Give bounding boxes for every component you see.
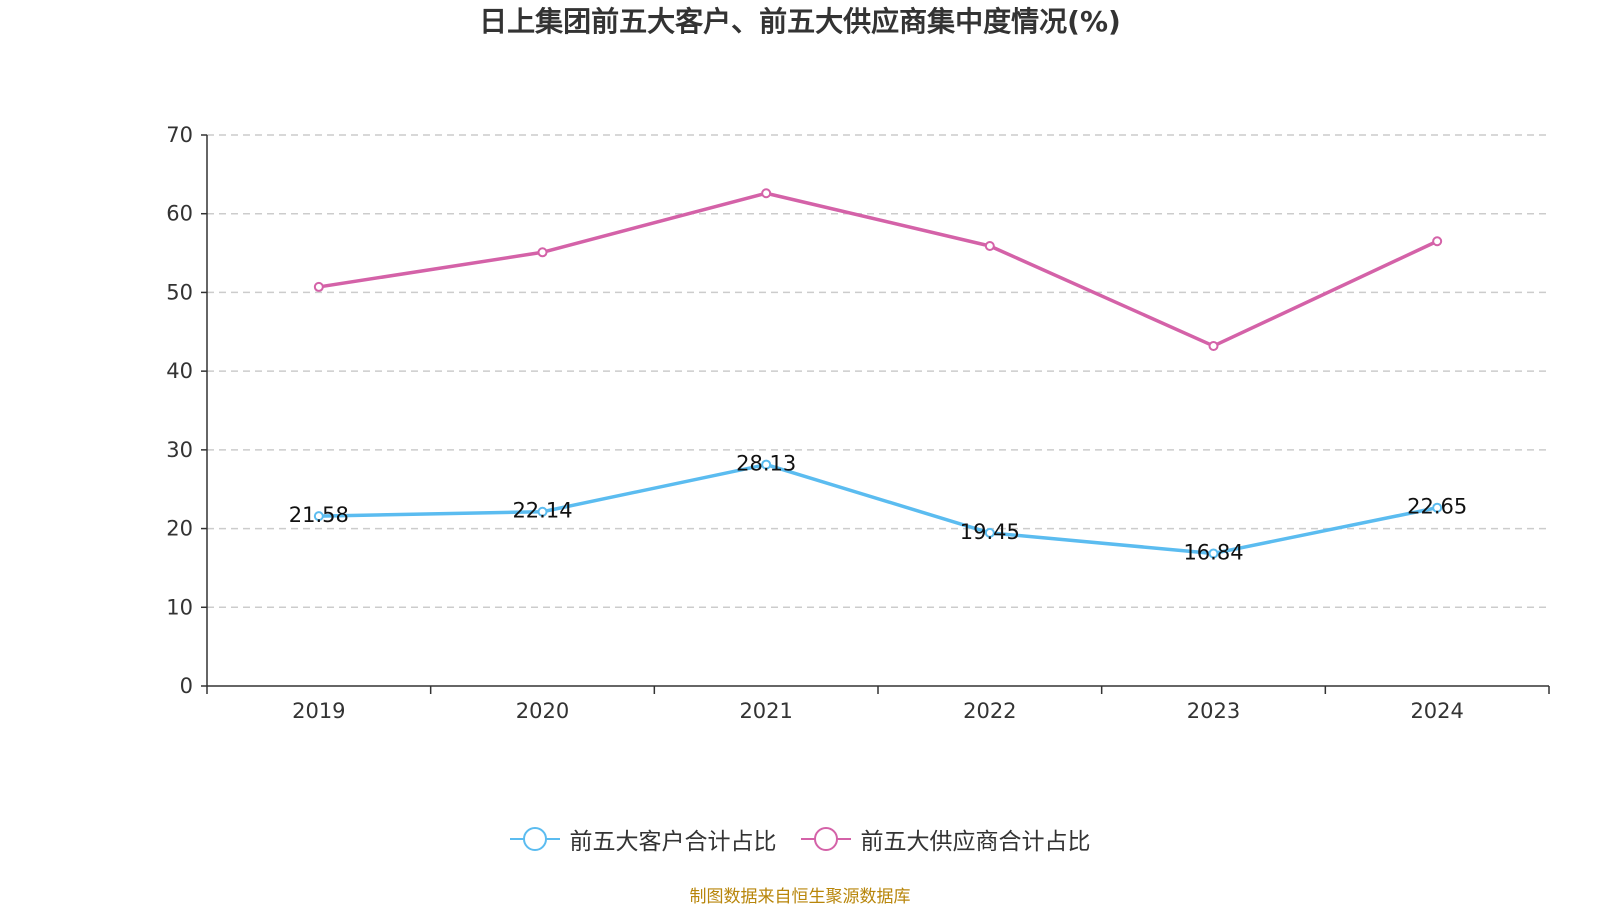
x-tick-label: 2019 bbox=[292, 699, 345, 723]
x-tick-label: 2021 bbox=[739, 699, 792, 723]
data-point[interactable] bbox=[313, 511, 324, 522]
data-point[interactable] bbox=[537, 247, 548, 258]
x-tick-label: 2023 bbox=[1187, 699, 1240, 723]
x-tick-label: 2024 bbox=[1410, 699, 1463, 723]
y-tick-label: 10 bbox=[166, 595, 193, 619]
data-label: 21.58 bbox=[289, 503, 349, 527]
axes: 0 10 20 30 40 50 60 70 2019 2020 2021 2022 2023 2024 bbox=[166, 123, 1550, 723]
data-point[interactable] bbox=[537, 506, 548, 517]
data-point[interactable] bbox=[1208, 548, 1219, 559]
series-line-1 bbox=[318, 191, 1438, 348]
y-tick-label: 0 bbox=[180, 674, 193, 698]
chart-title: 日上集团前五大客户、前五大供应商集中度情况(%) bbox=[479, 5, 1121, 38]
data-labels: 21.58 22.14 28.13 19.45 16.84 22.65 bbox=[289, 452, 1467, 565]
y-tick-label: 70 bbox=[166, 123, 193, 147]
legend-item-customers[interactable]: 前五大客户合计占比 bbox=[509, 822, 777, 856]
legend-label-customers: 前五大客户合计占比 bbox=[569, 829, 777, 855]
legend-item-suppliers[interactable]: 前五大供应商合计占比 bbox=[800, 822, 1091, 856]
data-point[interactable] bbox=[761, 188, 772, 199]
legend: 前五大客户合计占比 前五大供应商合计占比 bbox=[0, 822, 1600, 856]
data-point[interactable] bbox=[313, 281, 324, 292]
data-label: 22.14 bbox=[512, 499, 572, 523]
data-label: 19.45 bbox=[960, 520, 1020, 544]
y-tick-label: 40 bbox=[166, 359, 193, 383]
data-label: 16.84 bbox=[1183, 540, 1243, 564]
data-label: 22.65 bbox=[1407, 495, 1467, 519]
legend-marker-customers bbox=[509, 827, 560, 851]
legend-label-suppliers: 前五大供应商合计占比 bbox=[860, 829, 1091, 855]
data-label: 28.13 bbox=[736, 452, 796, 476]
data-point[interactable] bbox=[1208, 340, 1219, 351]
y-tick-label: 60 bbox=[166, 202, 193, 226]
x-tick-label: 2020 bbox=[516, 699, 569, 723]
data-point[interactable] bbox=[1432, 502, 1443, 513]
grid-lines bbox=[207, 134, 1549, 609]
y-tick-label: 20 bbox=[166, 517, 193, 541]
legend-marker-suppliers bbox=[800, 827, 851, 851]
data-point[interactable] bbox=[984, 527, 995, 538]
data-point[interactable] bbox=[1432, 236, 1443, 247]
series-line-0 bbox=[318, 462, 1438, 556]
x-tick-label: 2022 bbox=[963, 699, 1016, 723]
y-tick-label: 50 bbox=[166, 280, 193, 304]
series-lines bbox=[313, 188, 1443, 559]
data-point[interactable] bbox=[761, 459, 772, 470]
y-tick-label: 30 bbox=[166, 438, 193, 462]
source-note: 制图数据来自恒生聚源数据库 bbox=[689, 887, 911, 907]
data-point[interactable] bbox=[984, 240, 995, 251]
